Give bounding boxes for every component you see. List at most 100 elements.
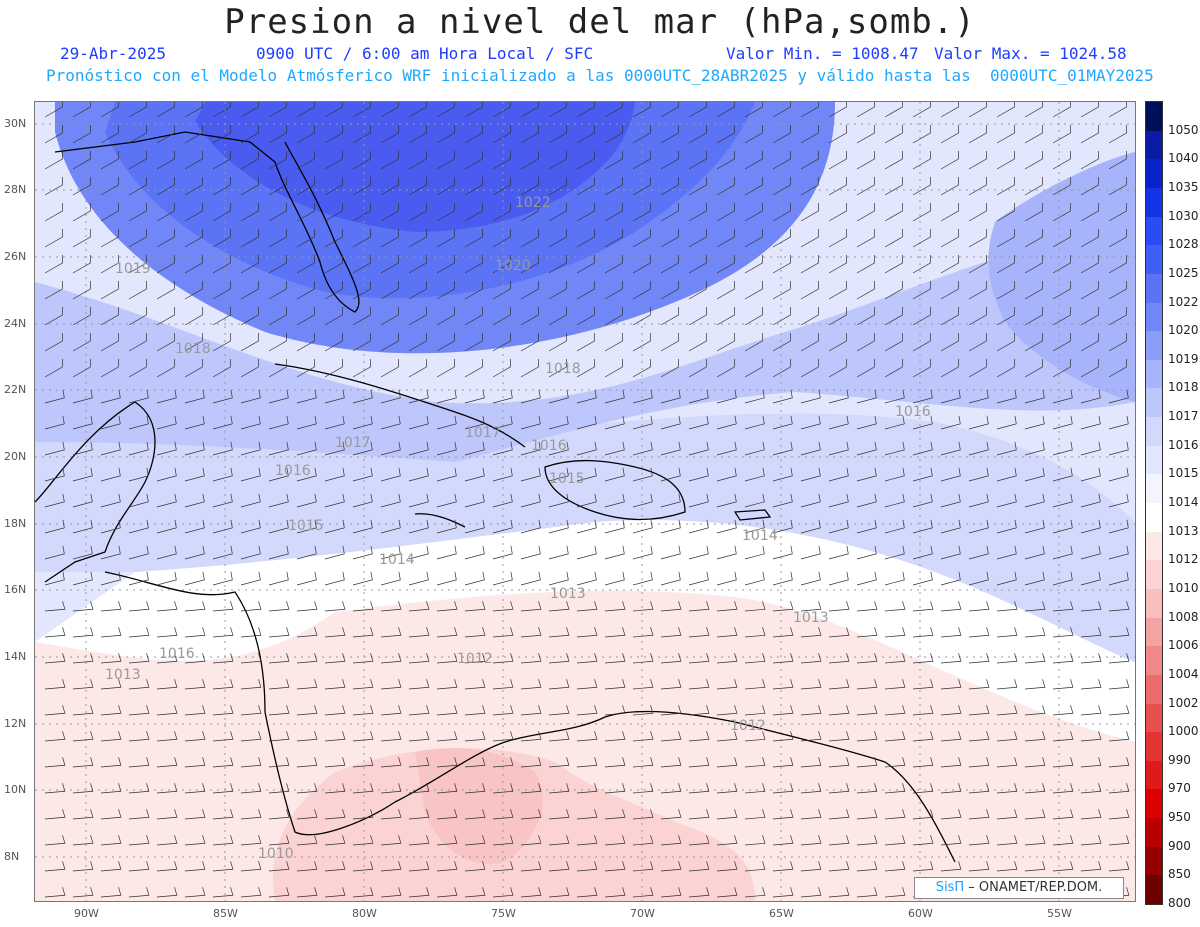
- wind-barb: [716, 415, 737, 430]
- wind-barb: [1052, 332, 1071, 352]
- wind-barb: [324, 102, 343, 118]
- wind-barb: [128, 124, 147, 144]
- wind-barb: [184, 783, 206, 794]
- wind-barb: [100, 679, 122, 690]
- wind-barb: [1108, 306, 1127, 326]
- wind-barb: [1024, 150, 1043, 170]
- wind-barb: [156, 389, 177, 404]
- wind-barb: [184, 306, 203, 326]
- wind-barb: [408, 835, 430, 846]
- wind-barb: [408, 601, 430, 612]
- wind-barb: [856, 467, 877, 482]
- wind-barb: [408, 228, 427, 248]
- wind-barb: [1108, 545, 1129, 560]
- wind-barb: [100, 124, 119, 144]
- contour-label: 1013: [550, 586, 586, 602]
- wind-barb: [72, 332, 91, 352]
- wind-barb: [604, 124, 623, 144]
- wind-barb: [632, 228, 651, 248]
- wind-barb: [464, 861, 486, 872]
- wind-barb: [520, 358, 539, 378]
- wind-barb: [324, 627, 346, 638]
- wind-barb: [688, 627, 710, 638]
- wind-barb: [240, 280, 259, 300]
- legend-swatch: [1146, 875, 1162, 905]
- lon-label: 70W: [630, 907, 655, 920]
- wind-barb: [912, 254, 931, 274]
- wind-barb: [576, 887, 598, 898]
- lat-label: 20N: [4, 450, 27, 463]
- wind-barb: [184, 571, 205, 586]
- wind-barb: [772, 835, 794, 846]
- wind-barb: [744, 705, 766, 716]
- wind-barb: [884, 757, 906, 768]
- wind-barb: [296, 176, 315, 196]
- pressure-map: 1022 1020 1019 1018 1018 1017 1017 1016 …: [34, 101, 1136, 902]
- wind-barb: [464, 306, 483, 326]
- wind-barb: [660, 493, 681, 508]
- wind-barb: [576, 627, 598, 638]
- pressure-color-scale: [1145, 101, 1163, 905]
- wind-barb: [44, 679, 66, 690]
- wind-barb: [884, 358, 903, 378]
- wind-barb: [1080, 441, 1101, 456]
- wind-barb: [268, 493, 289, 508]
- legend-label: 1017: [1168, 409, 1199, 424]
- wind-barb: [716, 835, 738, 846]
- wind-barb: [1080, 150, 1099, 170]
- wind-barb: [968, 124, 987, 144]
- wind-barb: [800, 415, 821, 430]
- wind-barb: [184, 601, 206, 612]
- wind-barb: [660, 601, 682, 612]
- wind-barb: [968, 601, 990, 612]
- wind-barb: [352, 601, 374, 612]
- wind-barb: [380, 601, 402, 612]
- wind-barb: [1108, 601, 1130, 612]
- wind-barb: [716, 176, 735, 196]
- wind-barb: [128, 601, 150, 612]
- wind-barb: [912, 809, 934, 820]
- wind-barb: [800, 601, 822, 612]
- wind-barb: [1080, 783, 1102, 794]
- wind-barb: [660, 467, 681, 482]
- wind-barb: [44, 783, 66, 794]
- wind-barb: [296, 150, 315, 170]
- wind-barb: [380, 102, 399, 118]
- wind-barb: [520, 887, 542, 898]
- wind-barb: [548, 254, 567, 274]
- wind-barb: [632, 280, 651, 300]
- wind-barb: [548, 176, 567, 196]
- wind-barb: [1080, 280, 1099, 300]
- wind-barb: [772, 254, 791, 274]
- wind-barb: [184, 705, 206, 716]
- wind-barb: [884, 571, 905, 586]
- wind-barb: [380, 176, 399, 196]
- wind-barb: [380, 809, 402, 820]
- wind-barb: [128, 887, 150, 898]
- wind-barb: [800, 150, 819, 170]
- wind-barb: [156, 467, 177, 482]
- legend-label: 1028: [1168, 237, 1199, 252]
- wind-barb: [688, 306, 707, 326]
- wind-barb: [492, 705, 514, 716]
- wind-barb: [996, 835, 1018, 846]
- wind-barb: [968, 389, 989, 404]
- wind-barb: [408, 571, 429, 586]
- wind-barb: [884, 861, 906, 872]
- wind-barb: [828, 102, 847, 118]
- wind-barb: [1024, 571, 1045, 586]
- contour-label: 1015: [288, 518, 324, 534]
- wind-barb: [44, 202, 63, 222]
- wind-barb: [884, 467, 905, 482]
- wind-barb: [576, 757, 598, 768]
- wind-barb: [100, 601, 122, 612]
- wind-barb: [268, 358, 287, 378]
- wind-barb: [408, 389, 429, 404]
- wind-barb: [716, 102, 735, 118]
- wind-barb: [240, 102, 259, 118]
- wind-barb: [828, 150, 847, 170]
- legend-label: 1000: [1168, 724, 1199, 739]
- wind-barb: [884, 332, 903, 352]
- wind-barb: [632, 835, 654, 846]
- wind-barb: [744, 679, 766, 690]
